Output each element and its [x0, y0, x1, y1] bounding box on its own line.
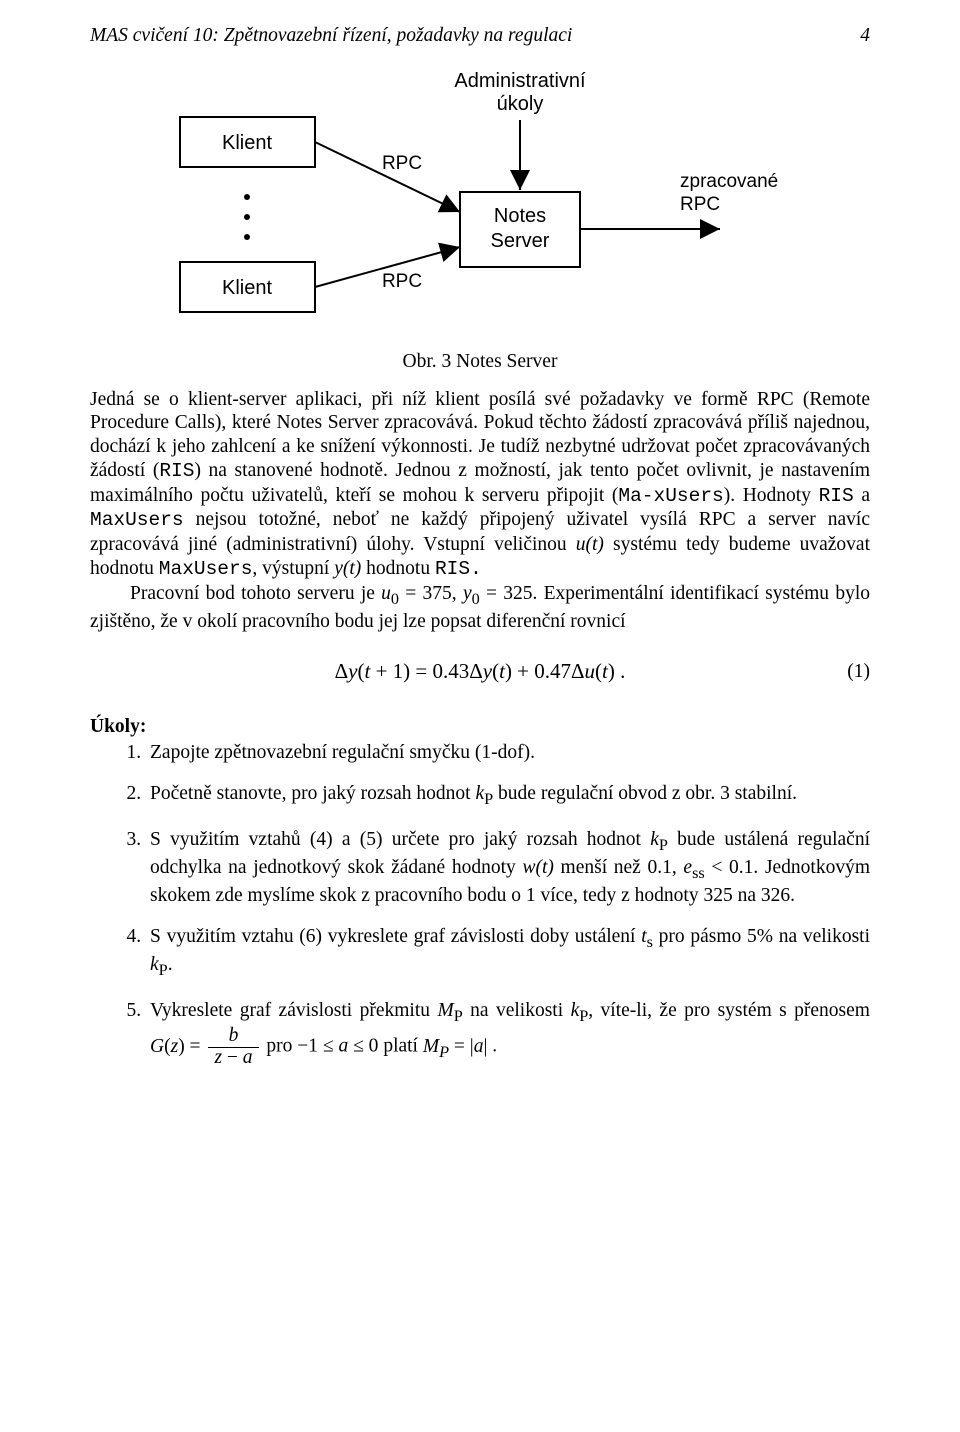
task-5-text-c: , víte-li, že pro systém s přenosem	[588, 1000, 870, 1021]
notes-server-label-1: Notes	[494, 205, 546, 227]
rpc-top-label: RPC	[382, 153, 422, 174]
code-maxusers-1: Ma-xUsers	[618, 485, 723, 507]
task-5-text-d: pro	[266, 1036, 297, 1057]
tasks-list: Zapojte zpětnovazební regulační smyčku (…	[90, 741, 870, 1069]
admin-label-2: úkoly	[497, 93, 544, 115]
equation-1: Δy(t + 1) = 0.43Δy(t) + 0.47Δu(t) . (1)	[90, 659, 870, 685]
notes-server-label-2: Server	[491, 230, 550, 252]
task-2-text-b: bude regulační obvod z obr. 3 stabilní.	[493, 783, 797, 804]
klient-bottom-label: Klient	[222, 277, 272, 299]
task-2-text-a: Početně stanovte, pro jaký rozsah hodnot	[150, 783, 475, 804]
code-ris-1: RIS	[159, 460, 194, 482]
task-1-text: Zapojte zpětnovazební regulační smyčku (…	[150, 742, 535, 763]
task-5: Vykreslete graf závislosti překmitu MP n…	[146, 999, 870, 1069]
p1-text-h: hodnotu	[361, 558, 435, 579]
page-number: 4	[860, 24, 870, 48]
tasks-heading: Úkoly:	[90, 715, 870, 739]
equation-number: (1)	[625, 660, 870, 684]
running-title: MAS cvičení 10: Zpětnovazební řízení, po…	[90, 24, 572, 48]
task-2: Početně stanovte, pro jaký rozsah hodnot…	[146, 782, 870, 810]
frac-num: b	[229, 1025, 239, 1046]
var-ut: u(t)	[576, 534, 604, 555]
task-5-text-b: na velikosti	[463, 1000, 571, 1021]
p1-text-d: a	[854, 485, 870, 506]
var-wt: w(t)	[522, 857, 553, 878]
task-3: S využitím vztahů (4) a (5) určete pro j…	[146, 828, 870, 907]
task-4: S využitím vztahu (6) vykreslete graf zá…	[146, 925, 870, 980]
admin-label-1: Administrativní	[454, 70, 586, 92]
task-4-text-c: .	[168, 954, 173, 975]
code-maxusers-2: MaxUsers	[90, 509, 184, 531]
p1-text-g: , výstupní	[252, 558, 334, 579]
task-4-text-a: S využitím vztahu (6) vykreslete graf zá…	[150, 926, 641, 947]
klient-top-label: Klient	[222, 132, 272, 154]
paragraph-2: Pracovní bod tohoto serveru je u0 = 375,…	[90, 582, 870, 633]
task-3-text-c: menší než 0.1,	[554, 857, 684, 878]
task-5-text-a: Vykreslete graf závislosti překmitu	[150, 1000, 437, 1021]
task-4-text-b: pro pásmo 5% na velikosti	[653, 926, 870, 947]
task-1: Zapojte zpětnovazební regulační smyčku (…	[146, 741, 870, 765]
paragraph-1: Jedná se o klient-server aplikaci, při n…	[90, 388, 870, 582]
p1-text-c: ). Hodnoty	[724, 485, 819, 506]
rpc-bottom-label: RPC	[382, 271, 422, 292]
equation-content: Δy(t + 1) = 0.43Δy(t) + 0.47Δu(t) .	[335, 659, 626, 685]
zprac-rpc-2: RPC	[680, 194, 720, 215]
code-maxusers-3: MaxUsers	[159, 558, 253, 580]
zprac-rpc-1: zpracované	[680, 171, 778, 192]
fraction-gz: b z − a	[208, 1026, 258, 1068]
task-3-text-a: S využitím vztahů (4) a (5) určete pro j…	[150, 829, 650, 850]
figure-caption: Obr. 3 Notes Server	[90, 350, 870, 374]
task-5-text-e: platí	[378, 1036, 422, 1057]
var-yt: y(t)	[334, 558, 361, 579]
code-ris-2: RIS	[819, 485, 854, 507]
code-ris-3: RIS.	[435, 558, 482, 580]
notes-server-diagram: Klient Klient Notes Server RPC RPC Admin…	[90, 62, 870, 342]
